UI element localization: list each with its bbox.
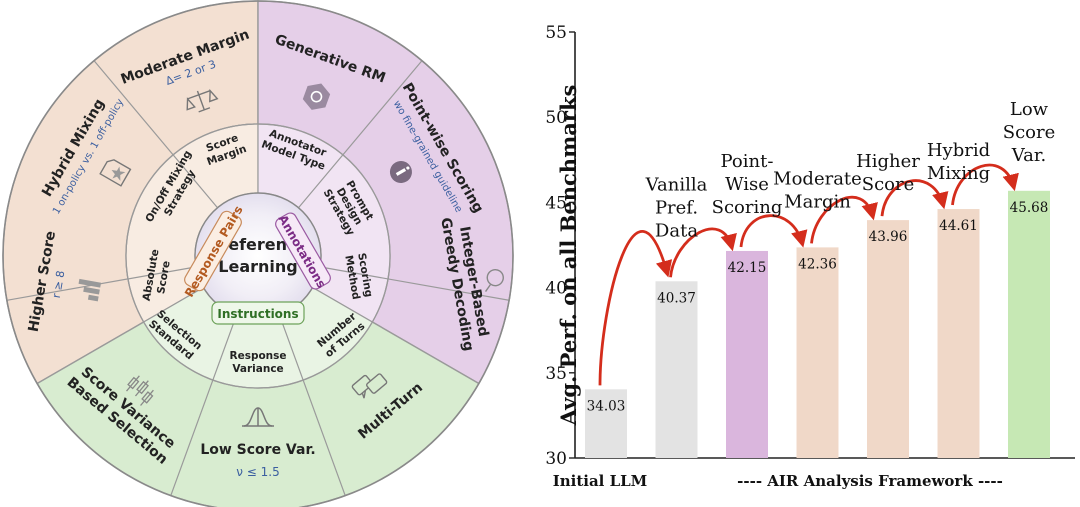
bar-value-label: 34.03 xyxy=(587,398,626,414)
category-label-line: Moderate xyxy=(773,168,862,189)
svg-text:Variance: Variance xyxy=(232,363,283,375)
progress-arrow xyxy=(669,227,737,278)
category-label-line: Score xyxy=(862,174,915,195)
progress-arrow xyxy=(880,179,949,217)
bar-value-label: 45.68 xyxy=(1010,200,1049,216)
category-label-line: Wise xyxy=(725,174,769,195)
x-label-initial: Initial LLM xyxy=(553,472,648,490)
center-label-2: Learning xyxy=(218,257,297,276)
bell-curve-icon xyxy=(242,407,274,427)
performance-bar-chart: 30 35 40 45 50 55 34.03 40.37 42.15 42.36 43.96 44… xyxy=(545,23,1075,490)
y-tick-label: 50 xyxy=(545,108,567,128)
wheel-dividers xyxy=(6,60,510,496)
progress-arrow xyxy=(951,163,1019,206)
svg-text:Low Score Var.: Low Score Var. xyxy=(200,442,315,458)
center-label-1: Preference xyxy=(209,235,308,254)
category-label-line: Data xyxy=(655,220,698,241)
chat-bubbles-icon xyxy=(351,373,388,399)
preference-learning-wheel: Preference Learning Response Pairs Annot… xyxy=(2,0,514,507)
document-star-icon xyxy=(99,159,132,187)
y-tick-label: 30 xyxy=(545,449,567,469)
category-label-line: Margin xyxy=(784,191,851,212)
svg-text:Instructions: Instructions xyxy=(217,307,298,321)
bar xyxy=(655,281,698,458)
bar-value-label: 42.36 xyxy=(798,256,837,272)
bar xyxy=(1008,190,1050,458)
bar xyxy=(585,389,627,458)
y-tick-label: 45 xyxy=(545,193,567,213)
category-label-line: Score xyxy=(1003,122,1056,143)
progress-arrow xyxy=(739,214,808,248)
svg-text:Score: Score xyxy=(155,260,173,295)
inner-response-variance: Response Variance xyxy=(229,350,286,375)
y-tick-label: 55 xyxy=(545,23,567,43)
bar xyxy=(937,209,980,458)
svg-text:ν ≤ 1.5: ν ≤ 1.5 xyxy=(236,465,279,479)
bar xyxy=(867,220,909,458)
category-label-line: Point- xyxy=(721,151,774,172)
bar xyxy=(796,247,839,458)
category-label-line: Vanilla xyxy=(645,174,708,195)
category-label-line: Scoring xyxy=(712,197,783,218)
bar-chart-icon xyxy=(78,278,102,302)
candlestick-icon xyxy=(126,375,154,406)
bar-value-label: 43.96 xyxy=(869,229,908,245)
bar-value-label: 42.15 xyxy=(728,260,767,276)
y-axis-label: Avg. Perf. on all Benchmarks xyxy=(556,85,581,427)
y-tick-label: 40 xyxy=(545,279,567,299)
category-label-line: Higher xyxy=(856,151,920,172)
scale-icon xyxy=(186,88,219,113)
bar-value-label: 40.37 xyxy=(657,290,696,306)
outer-low-score-var: Low Score Var. ν ≤ 1.5 xyxy=(200,407,316,479)
badge-instructions: Instructions xyxy=(211,301,305,325)
magnifier-icon xyxy=(484,268,504,292)
category-label-line: Pref. xyxy=(655,197,698,218)
bar xyxy=(726,250,768,458)
y-tick-label: 35 xyxy=(545,364,567,384)
bar-value-label: 44.61 xyxy=(939,218,978,234)
category-label-line: Mixing xyxy=(927,163,990,184)
info-icon xyxy=(389,161,412,183)
svg-text:r ≥ 8: r ≥ 8 xyxy=(50,270,68,300)
svg-text:Response: Response xyxy=(229,350,286,362)
progress-arrow xyxy=(810,195,878,244)
x-label-framework: ---- AIR Analysis Framework ---- xyxy=(737,472,1003,490)
robot-hexagon-icon xyxy=(302,83,331,110)
category-label-line: Low xyxy=(1010,99,1049,120)
progress-arrow xyxy=(598,229,673,386)
category-label-line: Var. xyxy=(1011,145,1046,166)
category-label-line: Hybrid xyxy=(927,140,990,161)
